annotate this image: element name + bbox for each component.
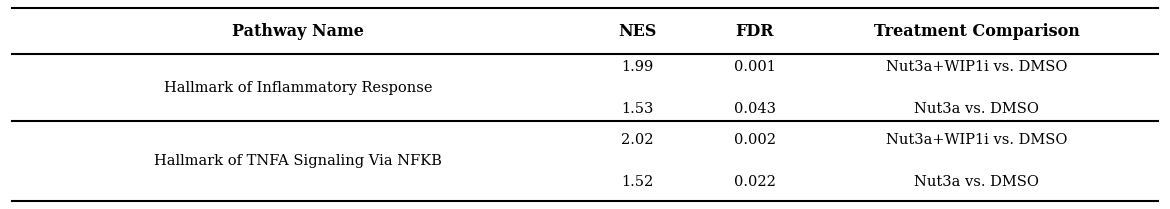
Text: 0.001: 0.001 — [734, 60, 776, 74]
Text: Hallmark of TNFA Signaling Via NFKB: Hallmark of TNFA Signaling Via NFKB — [154, 154, 442, 168]
Text: Treatment Comparison: Treatment Comparison — [874, 23, 1080, 40]
Text: 2.02: 2.02 — [621, 133, 654, 147]
Text: Nut3a+WIP1i vs. DMSO: Nut3a+WIP1i vs. DMSO — [886, 60, 1068, 74]
Text: Nut3a+WIP1i vs. DMSO: Nut3a+WIP1i vs. DMSO — [886, 133, 1068, 147]
Text: Nut3a vs. DMSO: Nut3a vs. DMSO — [915, 175, 1039, 189]
Text: Hallmark of Inflammatory Response: Hallmark of Inflammatory Response — [164, 81, 433, 95]
Text: 0.022: 0.022 — [734, 175, 776, 189]
Text: Nut3a vs. DMSO: Nut3a vs. DMSO — [915, 102, 1039, 116]
Text: 0.043: 0.043 — [734, 102, 776, 116]
Text: 0.002: 0.002 — [734, 133, 776, 147]
Text: 1.53: 1.53 — [621, 102, 654, 116]
Text: NES: NES — [619, 23, 656, 40]
Text: FDR: FDR — [736, 23, 773, 40]
Text: 1.52: 1.52 — [621, 175, 654, 189]
Text: 1.99: 1.99 — [621, 60, 654, 74]
Text: Pathway Name: Pathway Name — [233, 23, 364, 40]
